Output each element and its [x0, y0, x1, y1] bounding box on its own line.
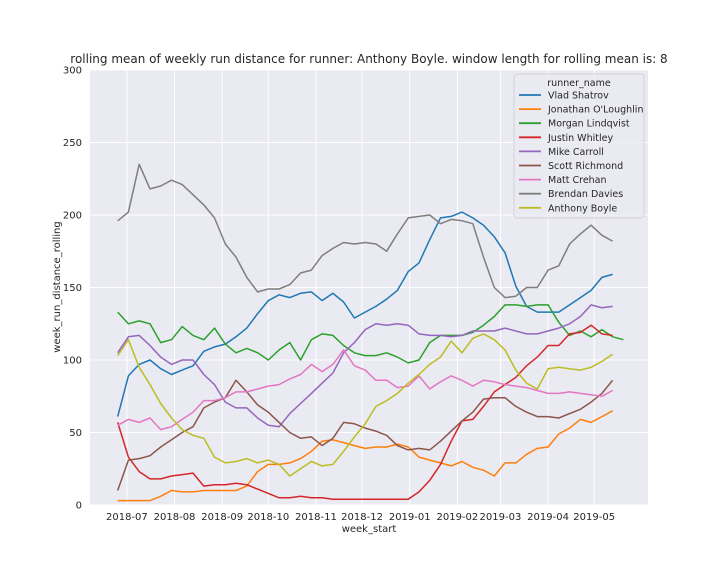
- series-line-vlad-shatrov: [116, 211, 613, 417]
- x-tick-label: 2019-02: [436, 512, 478, 523]
- series-line-justin-whitley: [116, 324, 613, 500]
- legend: runner_name Vlad Shatrov Jonathan O'Lough…: [513, 73, 645, 219]
- legend-label-matt-crehan: Matt Crehan: [548, 175, 607, 186]
- legend-label-jonathan-o-loughlin: Jonathan O'Loughlin: [547, 105, 643, 116]
- series-line-morgan-lindqvist: [117, 304, 624, 364]
- y-tick-labels: 0 50 100 150 200 250 300: [63, 66, 82, 512]
- series-line-mike-carroll: [117, 304, 613, 428]
- legend-label-morgan-lindqvist: Morgan Lindqvist: [548, 119, 630, 130]
- legend-box: [513, 73, 645, 219]
- series-line-brendan-davies: [117, 163, 613, 299]
- x-tick-label: 2019-05: [573, 512, 615, 523]
- y-tick-label: 200: [63, 211, 82, 222]
- x-tick-label: 2019-04: [527, 512, 569, 523]
- series-line-scott-richmond: [116, 379, 614, 491]
- x-tick-label: 2019-01: [389, 512, 431, 523]
- series-line-jonathan-o-loughlin: [117, 410, 613, 502]
- x-tick-label: 2018-11: [295, 512, 337, 523]
- y-axis-title: week_run_distance_rolling: [52, 221, 63, 352]
- y-tick-label: 50: [69, 428, 82, 439]
- y-tick-label: 250: [63, 138, 82, 149]
- legend-items: Vlad Shatrov Jonathan O'Loughlin Morgan Li…: [519, 91, 643, 214]
- x-tick-label: 2018-08: [154, 512, 196, 523]
- x-tick-label: 2018-07: [106, 512, 148, 523]
- series-line-anthony-boyle: [117, 333, 614, 477]
- y-tick-label: 100: [63, 356, 82, 367]
- x-tick-label: 2019-03: [480, 512, 522, 523]
- x-tick-label: 2018-10: [247, 512, 289, 523]
- legend-label-justin-whitley: Justin Whitley: [547, 133, 613, 144]
- legend-title: runner_name: [547, 78, 611, 89]
- x-axis-title: week_start: [342, 524, 397, 535]
- legend-label-brendan-davies: Brendan Davies: [548, 189, 623, 200]
- x-tick-label: 2018-09: [201, 512, 243, 523]
- legend-label-mike-carroll: Mike Carroll: [548, 147, 604, 158]
- series-lines: [116, 163, 624, 502]
- y-tick-label: 300: [63, 66, 82, 77]
- legend-label-anthony-boyle: Anthony Boyle: [548, 203, 617, 214]
- series-line-matt-crehan: [117, 349, 613, 431]
- chart-title: rolling mean of weekly run distance for …: [70, 52, 667, 66]
- legend-label-scott-richmond: Scott Richmond: [548, 161, 623, 172]
- legend-label-vlad-shatrov: Vlad Shatrov: [548, 91, 609, 102]
- y-tick-label: 0: [76, 501, 82, 512]
- x-tick-label: 2018-12: [341, 512, 383, 523]
- x-tick-labels: 2018-07 2018-08 2018-09 2018-10 2018-11 2018-…: [106, 512, 615, 523]
- y-tick-label: 150: [63, 283, 82, 294]
